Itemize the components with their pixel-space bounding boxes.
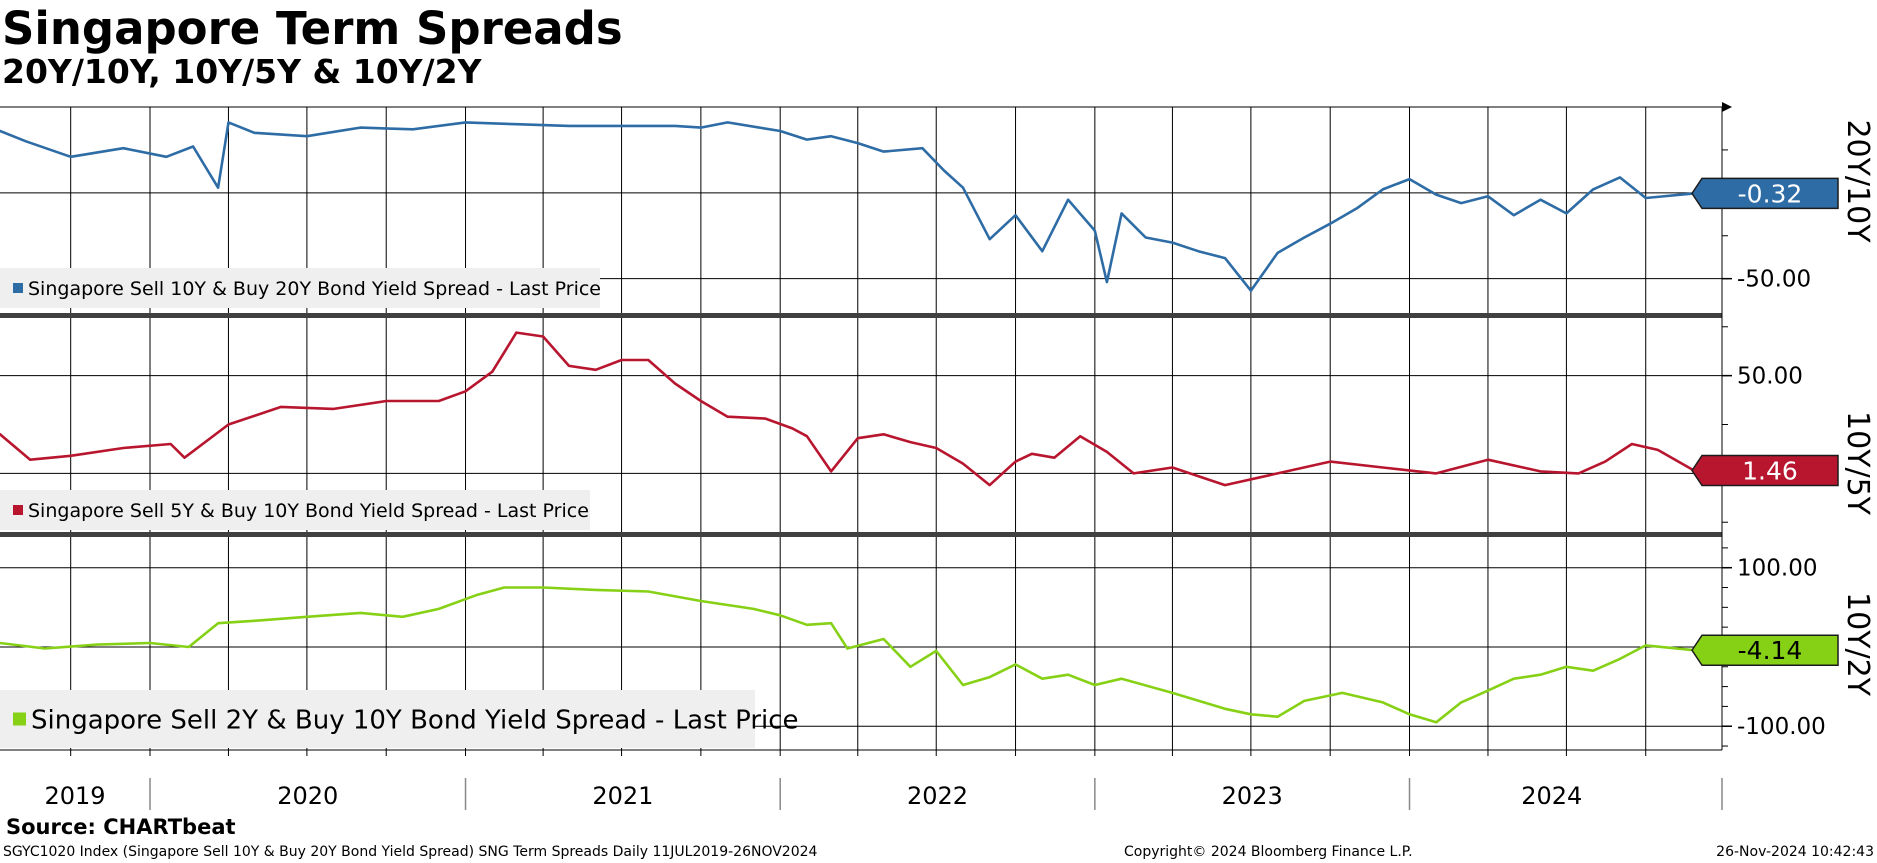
x-axis-year-label: 2022	[907, 782, 968, 810]
legend-label: Singapore Sell 2Y & Buy 10Y Bond Yield S…	[31, 705, 799, 735]
y-tick-label: -50.00	[1737, 267, 1811, 293]
x-axis-year-label: 2023	[1222, 782, 1283, 810]
legend-label: Singapore Sell 10Y & Buy 20Y Bond Yield …	[28, 278, 601, 300]
label-layer: 2019 2020 2021 2022 2023 2024 -50.00 -0.32 20Y/1…	[0, 119, 1875, 810]
legend-p1: Singapore Sell 10Y & Buy 20Y Bond Yield …	[0, 268, 601, 308]
x-axis-year-label: 2020	[277, 782, 338, 810]
legend-background	[0, 690, 755, 748]
last-value-tag-p2: 1.46	[1691, 454, 1839, 487]
panel-separator	[0, 313, 1722, 318]
panel-separator	[0, 532, 1722, 537]
y-tick-label: -100.00	[1737, 714, 1826, 740]
y-tick-label: 100.00	[1737, 556, 1817, 582]
legend-label: Singapore Sell 5Y & Buy 10Y Bond Yield S…	[28, 500, 589, 522]
last-value-badge	[1691, 177, 1839, 210]
legend-p2: Singapore Sell 5Y & Buy 10Y Bond Yield S…	[0, 490, 590, 530]
series-line-p2	[0, 331, 1696, 487]
last-value-text: -4.14	[1738, 636, 1803, 665]
legend-background	[0, 490, 590, 530]
x-axis-year-label: 2024	[1521, 782, 1582, 810]
legend-p3: Singapore Sell 2Y & Buy 10Y Bond Yield S…	[0, 690, 799, 748]
series-line-p1	[0, 121, 1696, 293]
last-value-text: -0.32	[1738, 179, 1803, 208]
last-value-badge	[1691, 634, 1839, 666]
legend-background	[0, 268, 600, 308]
legend-swatch	[13, 712, 26, 726]
source-note: Source: CHARTbeat	[6, 815, 236, 839]
y-tick-label: 50.00	[1737, 364, 1803, 390]
x-axis-year-label: 2021	[592, 782, 653, 810]
x-axis-year-label: 2019	[44, 782, 105, 810]
last-value-tag-p1: -0.32	[1691, 177, 1839, 210]
last-value-tag-p3: -4.14	[1691, 634, 1839, 666]
last-value-text: 1.46	[1742, 457, 1798, 486]
last-value-badge	[1691, 454, 1839, 487]
footer-index-description: SGYC1020 Index (Singapore Sell 10Y & Buy…	[3, 844, 818, 860]
panel-label-p2: 10Y/5Y	[1840, 411, 1875, 516]
chart-title: Singapore Term Spreads	[2, 2, 623, 55]
legend-swatch	[13, 283, 23, 293]
chart-subtitle: 20Y/10Y, 10Y/5Y & 10Y/2Y	[2, 52, 482, 91]
series-line-p3	[0, 586, 1696, 724]
footer-copyright: Copyright© 2024 Bloomberg Finance L.P.	[1124, 844, 1413, 860]
series-layer	[0, 121, 1696, 724]
panel-label-p1: 20Y/10Y	[1840, 119, 1875, 243]
panel-label-p3: 10Y/2Y	[1840, 592, 1875, 697]
footer-timestamp: 26-Nov-2024 10:42:43	[1716, 844, 1874, 860]
legend-swatch	[13, 505, 23, 515]
